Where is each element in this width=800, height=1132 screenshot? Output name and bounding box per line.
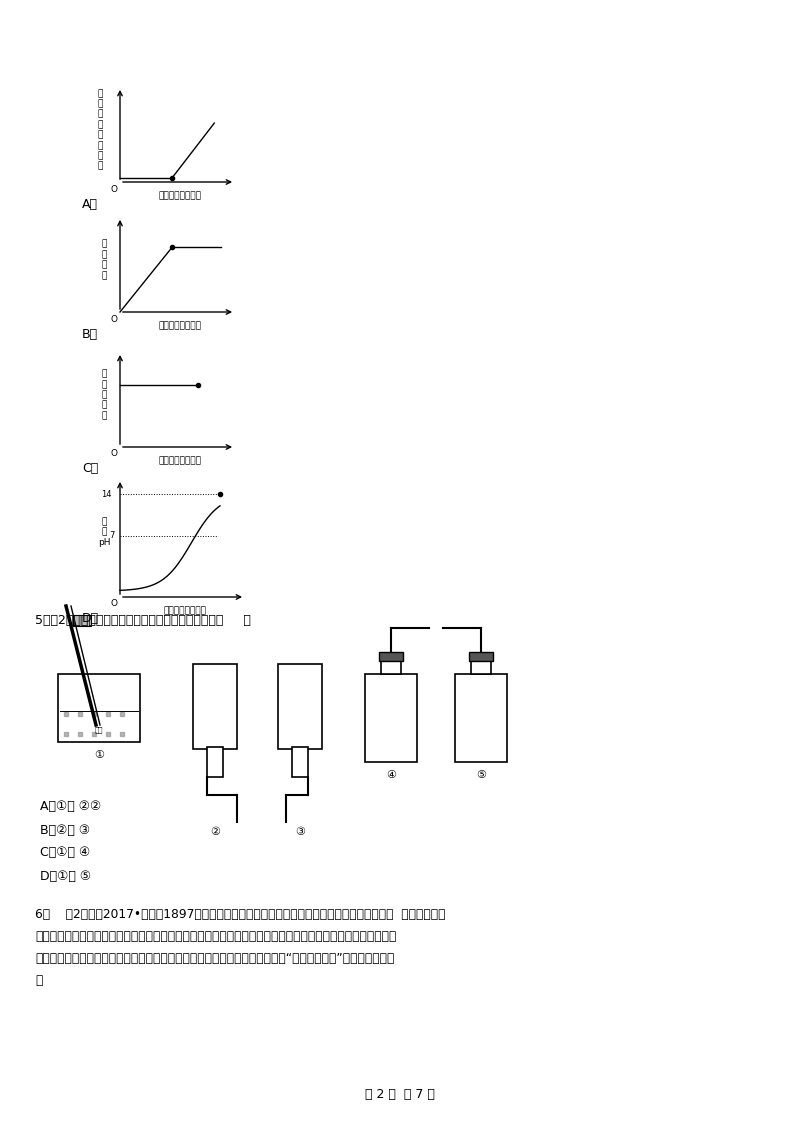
Bar — [193, 664, 237, 749]
Text: B．②和 ③: B．②和 ③ — [40, 823, 90, 837]
Text: ④: ④ — [386, 770, 396, 780]
Text: O: O — [110, 315, 118, 324]
Bar — [469, 652, 493, 661]
Text: A．: A． — [82, 197, 98, 211]
Text: ）: ） — [35, 974, 42, 986]
Text: A．①和 ②②: A．①和 ②② — [40, 800, 102, 814]
Text: O: O — [110, 449, 118, 458]
Text: 第 2 页  共 7 页: 第 2 页 共 7 页 — [365, 1088, 435, 1100]
Bar — [73, 615, 91, 626]
Text: 原子结构模型。如图是小柯整理的物质微观构成网络图，则汤姆生当年推测的“带正电的物质”相当于图中的（: 原子结构模型。如图是小柯整理的物质微观构成网络图，则汤姆生当年推测的“带正电的物… — [35, 952, 394, 964]
Bar — [381, 660, 401, 674]
Bar — [365, 674, 417, 762]
Text: D．①和 ⑤: D．①和 ⑤ — [40, 869, 91, 883]
Text: 5．　2分）如图所示的装置，其中可以收集氧气的是（     ）: 5． 2分）如图所示的装置，其中可以收集氧气的是（ ） — [35, 614, 251, 626]
Bar — [379, 652, 403, 661]
Text: 溶
液
中
碳
酸
的
质
量: 溶 液 中 碳 酸 的 质 量 — [98, 88, 102, 171]
Text: C．: C． — [82, 463, 98, 475]
Text: D．: D． — [82, 612, 99, 626]
Text: C．①和 ④: C．①和 ④ — [40, 847, 90, 859]
Text: 滴加稀硫酸的质量: 滴加稀硫酸的质量 — [158, 456, 202, 465]
Text: 14: 14 — [102, 490, 112, 499]
Text: 6．    （2分）（2017•衢州）1897年，英国科学家汤姆生发现了原子内有带负电的电子，而原子  是电中性的，: 6． （2分）（2017•衢州）1897年，英国科学家汤姆生发现了原子内有带负电… — [35, 908, 446, 920]
Text: O: O — [110, 600, 118, 609]
Text: ①: ① — [94, 751, 104, 760]
Bar — [471, 660, 491, 674]
Text: 由此推测，原子内还有带正电的物质。在此基础上，经过卢瑟福、玻尔等科学家的不断完善和修正，建立了现代: 由此推测，原子内还有带正电的物质。在此基础上，经过卢瑟福、玻尔等科学家的不断完善… — [35, 929, 396, 943]
Text: 沉
淠
质
量: 沉 淠 质 量 — [102, 240, 106, 280]
Text: 7: 7 — [110, 531, 115, 540]
Bar — [278, 664, 322, 749]
Text: ③: ③ — [295, 827, 305, 837]
Text: 滴加稀硫酸的质量: 滴加稀硫酸的质量 — [158, 321, 202, 331]
Bar — [455, 674, 507, 762]
Text: 电立: 电立 — [94, 727, 103, 734]
Text: 滴加稀硫酸的质量: 滴加稀硫酸的质量 — [163, 607, 206, 616]
Text: B．: B． — [82, 327, 98, 341]
Text: 滴加稀硫酸的质量: 滴加稀硫酸的质量 — [158, 191, 202, 200]
Text: ⑤: ⑤ — [476, 770, 486, 780]
Bar — [292, 747, 308, 777]
Bar — [207, 747, 223, 777]
Text: ②: ② — [210, 827, 220, 837]
Text: 溶
液
pH: 溶 液 pH — [98, 517, 110, 547]
Bar — [58, 674, 140, 741]
Text: 溶
液
导
电
性: 溶 液 导 电 性 — [102, 369, 106, 420]
Text: O: O — [110, 185, 118, 194]
